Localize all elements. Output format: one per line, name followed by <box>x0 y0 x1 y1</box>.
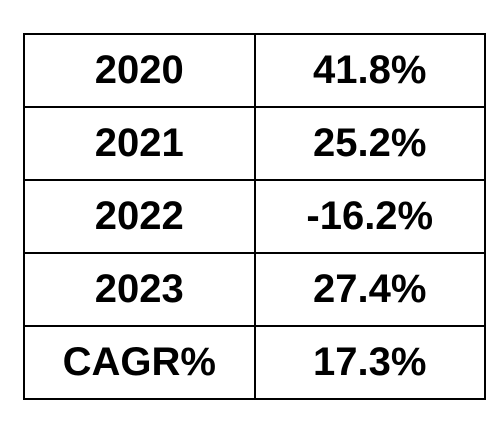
table-row: CAGR% 17.3% <box>23 325 486 400</box>
table-row: 2020 41.8% <box>23 33 486 108</box>
table-row: 2023 27.4% <box>23 252 486 327</box>
table: 2020 41.8% 2021 25.2% 2022 -16.2% 2023 27.4% CAG… <box>23 33 486 400</box>
table-row: 2022 -16.2% <box>23 179 486 254</box>
year-cell: CAGR% <box>23 325 256 400</box>
value-cell: 27.4% <box>253 252 486 327</box>
year-cell: 2021 <box>23 106 256 181</box>
value-cell: 25.2% <box>253 106 486 181</box>
table-row: 2021 25.2% <box>23 106 486 181</box>
value-cell: 17.3% <box>253 325 486 400</box>
year-cell: 2023 <box>23 252 256 327</box>
value-cell: 41.8% <box>253 33 486 108</box>
year-cell: 2022 <box>23 179 256 254</box>
year-cell: 2020 <box>23 33 256 108</box>
value-cell: -16.2% <box>253 179 486 254</box>
